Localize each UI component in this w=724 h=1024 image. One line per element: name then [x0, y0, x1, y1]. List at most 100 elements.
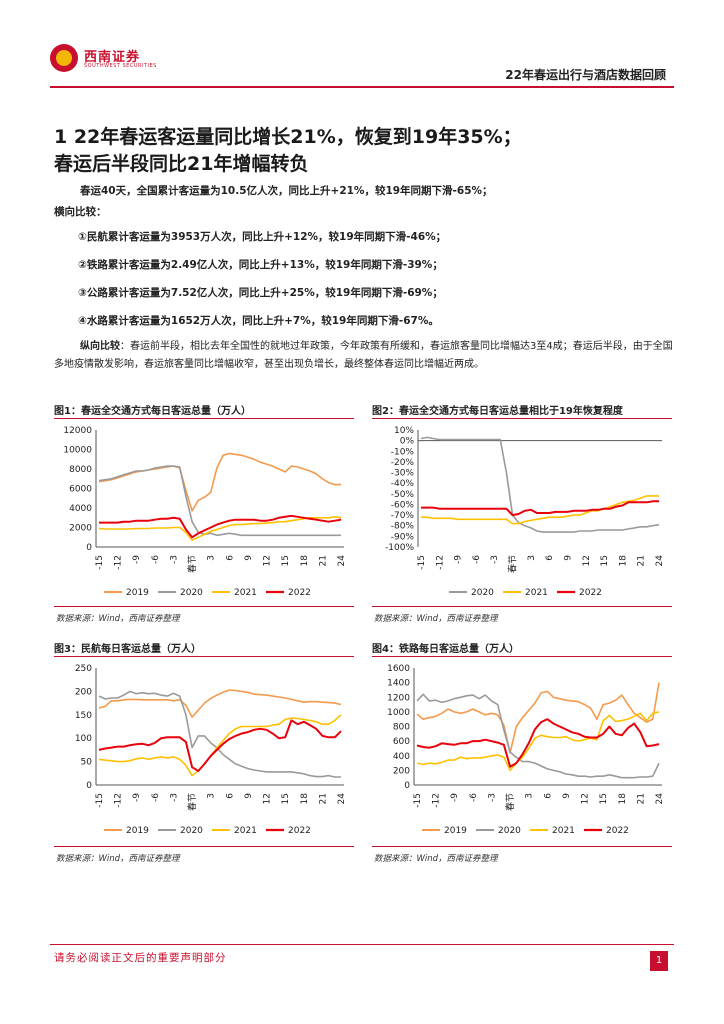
x-tick-label: 12 — [263, 793, 273, 804]
series-line-2021 — [416, 711, 660, 772]
series-line-2021 — [421, 495, 659, 525]
series-line-2022 — [98, 719, 342, 772]
y-tick-label: 200 — [393, 766, 410, 776]
series-line-2019 — [98, 689, 342, 718]
legend-label-2021: 2021 — [525, 588, 548, 598]
x-tick-label: -6 — [469, 793, 479, 802]
series-line-2019 — [416, 682, 660, 754]
x-tick-label: -6 — [151, 555, 161, 564]
x-tick-label: 9 — [244, 555, 254, 561]
figure-2-rule — [372, 418, 672, 419]
legend-label-2020: 2020 — [498, 826, 521, 836]
y-tick-label: 1400 — [387, 679, 410, 689]
y-tick-label: 12000 — [63, 426, 92, 436]
x-tick-label: 18 — [618, 793, 628, 805]
series-line-2022 — [99, 514, 342, 539]
summary-item-water: ④水路累计客运量为1652万人次，同比上升+7%，较19年同期下滑-67%。 — [78, 315, 439, 327]
x-tick-label: 21 — [318, 555, 328, 566]
x-tick-label: -9 — [132, 793, 142, 802]
vertical-comparison-label: 纵向比较 — [80, 341, 120, 352]
figure-2-source: 数据来源：Wind，西南证券整理 — [374, 614, 498, 624]
x-tick-label: 21 — [318, 793, 328, 804]
y-tick-label: 100 — [75, 734, 92, 744]
series-line-2020 — [98, 465, 341, 537]
page-number: 1 — [650, 951, 668, 971]
x-tick-label: 21 — [636, 793, 646, 804]
y-tick-label: -70% — [391, 511, 415, 521]
figure-4-chart: 0 200 400 600 800 1000 1200 1400 1600 -15 -12 -9 -6-… — [372, 658, 672, 843]
y-tick-label: 8000 — [69, 465, 92, 475]
summary-item-aviation: ①民航累计客运量为3953万人次，同比上升+12%，较19年同期下滑-46%； — [78, 231, 447, 243]
x-tick-label: -9 — [450, 793, 460, 802]
legend-label-2020: 2020 — [180, 588, 203, 598]
x-tick-label: 12 — [581, 793, 591, 804]
y-tick-label: -90% — [391, 532, 415, 542]
y-tick-label: 0 — [86, 543, 92, 553]
summary-item-road: ③公路累计客运量为7.52亿人次，同比上升+25%，较19年同期下滑-69%； — [78, 287, 443, 299]
y-tick-label: 6000 — [69, 485, 92, 495]
series-line-2020 — [420, 436, 660, 533]
line-chart-svg: -100%-90%-80%-70%-60%-50%-40%-30%-20%-10… — [385, 426, 665, 598]
summary-total: 春运40天，全国累计客运量为10.5亿人次，同比上升+21%，较19年同期下滑-… — [80, 185, 493, 197]
x-tick-label: -15 — [95, 793, 105, 808]
series-line-2022 — [416, 718, 660, 768]
x-tick-label: -3 — [490, 555, 500, 564]
x-tick-label: -6 — [472, 555, 482, 564]
x-tick-label: 18 — [300, 555, 310, 567]
x-tick-label: 3 — [207, 555, 217, 561]
x-tick-label: 春节 — [186, 555, 198, 573]
summary-item-railway: ②铁路累计客运量为2.49亿人次，同比上升+13%，较19年同期下滑-39%； — [78, 259, 443, 271]
x-tick-label: 6 — [545, 555, 555, 561]
line-chart-svg: 0 200 400 600 800 1000 1200 1400 1600 -15 -12 -9 -6-… — [387, 664, 665, 836]
legend-label-2022: 2022 — [288, 826, 311, 836]
x-tick-label: 3 — [527, 555, 537, 561]
y-tick-label: 4000 — [69, 504, 92, 514]
y-tick-label: 1600 — [387, 664, 410, 674]
section-heading-line1: 1 22年春运客运量同比增长21%，恢复到19年35%； — [54, 126, 522, 148]
x-tick-label: -12 — [435, 555, 445, 570]
figure-1-rule — [54, 418, 354, 419]
section-heading-line2: 春运后半段同比21年增幅转负 — [54, 153, 309, 175]
y-tick-label: -30% — [391, 469, 415, 479]
legend-label-2019: 2019 — [126, 588, 149, 598]
x-tick-label: 15 — [599, 793, 609, 804]
x-tick-label: 24 — [337, 555, 347, 567]
legend-label-2020: 2020 — [180, 826, 203, 836]
y-tick-label: 600 — [393, 737, 410, 747]
series-line-2022 — [421, 500, 659, 517]
x-tick-label: -15 — [95, 555, 105, 570]
figure-3-title: 图3：民航每日客运总量（万人） — [54, 644, 201, 655]
line-chart-svg: 0 2000 4000 6000 8000 10000 12000 -15 -12 -9 -6 -3 春… — [63, 426, 347, 598]
header-divider — [50, 86, 674, 88]
y-tick-label: -10% — [391, 447, 415, 457]
legend-label-2020: 2020 — [471, 588, 494, 598]
x-tick-label: 21 — [637, 555, 647, 566]
y-tick-label: 10000 — [63, 446, 92, 456]
figure-3-source: 数据来源：Wind，西南证券整理 — [56, 854, 180, 864]
x-tick-label: -12 — [432, 793, 442, 808]
figure-1-source: 数据来源：Wind，西南证券整理 — [56, 614, 180, 624]
y-tick-label: 1200 — [387, 693, 410, 703]
y-tick-label: -50% — [391, 490, 415, 500]
x-tick-label: 15 — [281, 793, 291, 804]
figure-4-rule — [372, 656, 672, 657]
x-tick-label: -12 — [114, 793, 124, 808]
footer-divider — [50, 944, 674, 945]
legend-label-2019: 2019 — [444, 826, 467, 836]
figure-1-chart: 0 2000 4000 6000 8000 10000 12000 -15 -12 -9 -6 -3 春… — [54, 420, 354, 605]
x-tick-label: 24 — [655, 793, 665, 805]
x-tick-label: -6 — [151, 793, 161, 802]
y-tick-label: 1000 — [387, 708, 410, 718]
x-tick-label: 春节 — [504, 793, 516, 811]
y-tick-label: 2000 — [69, 524, 92, 534]
y-tick-label: 800 — [393, 723, 410, 733]
vertical-comparison-text: ：春运前半段，相比去年全国性的就地过年政策，今年政策有所缓和，春运旅客量同比增幅… — [54, 341, 673, 370]
y-tick-label: 50 — [81, 758, 93, 768]
report-title: 22年春运出行与酒店数据回顾 — [505, 68, 666, 82]
series-line-2021 — [98, 714, 342, 777]
company-logo: 西南证券 SOUTHWEST SECURITIES — [50, 44, 160, 74]
x-tick-label: -3 — [169, 555, 179, 564]
figure-4-bottom-rule — [372, 846, 672, 847]
x-tick-label: 24 — [337, 793, 347, 805]
x-tick-label: 春节 — [507, 555, 519, 573]
